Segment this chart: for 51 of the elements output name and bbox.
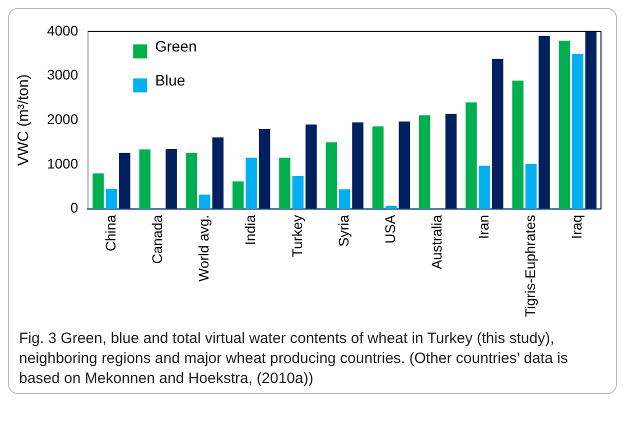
bar — [326, 142, 337, 209]
bar — [478, 166, 490, 209]
x-tick-label: India — [242, 214, 258, 246]
y-tick-label: 4000 — [46, 22, 78, 38]
x-tick-label: Iraq — [568, 214, 585, 239]
bar — [418, 115, 430, 209]
bar — [466, 102, 477, 209]
y-tick-label: 2000 — [46, 110, 78, 127]
legend-label: Green — [155, 38, 197, 56]
bar — [232, 181, 244, 209]
x-tick-label: Turkey — [288, 214, 305, 258]
bar — [352, 122, 364, 209]
x-tick-label: World avg. — [196, 214, 212, 282]
bar — [386, 206, 397, 209]
bar — [212, 137, 224, 209]
bar — [166, 148, 177, 209]
bar — [199, 194, 210, 209]
x-tick-label: Canada — [148, 214, 165, 264]
legend-label: Blue — [155, 72, 186, 90]
bar — [279, 158, 290, 209]
bar — [92, 173, 104, 209]
bar — [258, 128, 270, 209]
x-tick-label: USA — [382, 214, 398, 244]
bar — [525, 164, 537, 209]
bar — [538, 36, 550, 209]
bar — [572, 54, 584, 209]
bar — [119, 152, 130, 209]
bar — [372, 126, 384, 209]
bar — [139, 149, 150, 209]
bar — [445, 114, 457, 209]
x-tick-label: Australia — [428, 214, 445, 270]
bar — [186, 152, 198, 209]
x-tick-label: Iran — [475, 214, 492, 239]
bar — [246, 158, 257, 209]
bar — [338, 189, 350, 209]
caption: Fig. 3 Green, blue and total virtual water contents of wheat in Turkey (this study), neighboring regions and major wheat producing countries. (Other countries’ data is based on Mekonnen and Hoekstra, (2010a)) — [18, 329, 569, 389]
bar — [492, 58, 504, 209]
x-tick-label: Tigris-Euphrates — [522, 214, 538, 318]
x-tick-label: Syria — [335, 214, 352, 247]
bar — [512, 80, 524, 209]
y-tick-label: 3000 — [46, 66, 78, 83]
bar — [292, 176, 304, 209]
bar — [398, 121, 410, 209]
bar — [585, 31, 597, 209]
y-tick-label: 0 — [70, 200, 78, 216]
y-tick-label: 1000 — [46, 155, 78, 172]
bar — [558, 40, 570, 209]
y-axis-title: VWC (m³/ton) — [15, 74, 32, 166]
x-tick-label: China — [102, 214, 118, 252]
bar — [306, 124, 317, 209]
bar — [106, 188, 118, 209]
